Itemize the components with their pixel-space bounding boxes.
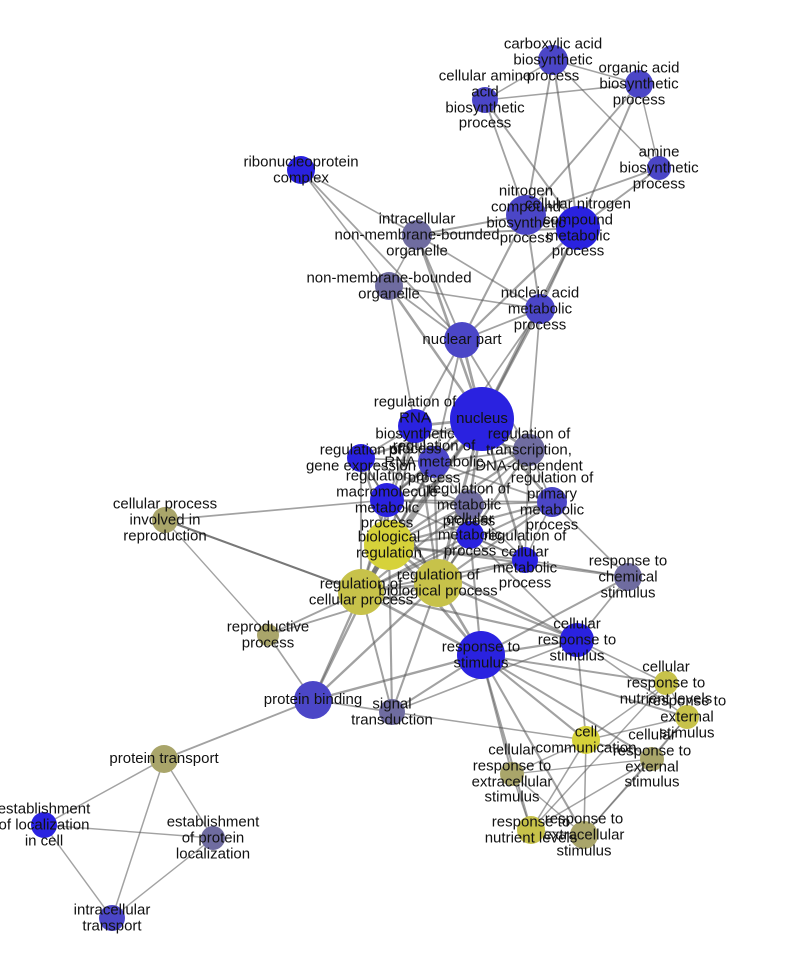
- edge-nucleic_acid_metabolic_process-regulation_of_transcription_dna_dependent: [529, 309, 540, 450]
- go-term-node-response_to_nutrient_levels[interactable]: [517, 816, 545, 844]
- go-term-node-regulation_of_primary_metabolic_process[interactable]: [537, 487, 567, 517]
- go-term-node-organic_acid_biosynthetic_process[interactable]: [625, 70, 653, 98]
- go-term-node-cellular_response_to_nutrient_levels[interactable]: [654, 671, 678, 695]
- go-term-node-biological_regulation[interactable]: [364, 520, 414, 570]
- go-term-node-regulation_of_metabolic_process[interactable]: [454, 490, 484, 520]
- edge-cellular_process_involved_in_reproduction-reproductive_process: [165, 520, 268, 635]
- go-term-node-protein_transport[interactable]: [150, 745, 178, 773]
- go-term-node-cellular_amino_acid_biosynthetic_process[interactable]: [472, 87, 498, 113]
- go-term-node-cellular_metabolic_process[interactable]: [456, 521, 484, 549]
- go-term-node-nucleus[interactable]: [450, 387, 514, 451]
- go-term-node-signal_transduction[interactable]: [379, 699, 405, 725]
- go-term-node-protein_binding[interactable]: [294, 681, 332, 719]
- edge-cellular_nitrogen_compound_metabolic_process-nuclear_part: [462, 228, 578, 340]
- go-term-node-carboxylic_acid_biosynthetic_process[interactable]: [538, 45, 568, 75]
- go-term-node-regulation_of_rna_metabolic_process[interactable]: [418, 446, 450, 478]
- edge-cell_communication-response_to_nutrient_levels: [531, 740, 586, 830]
- go-term-node-regulation_of_cellular_metabolic_process[interactable]: [512, 547, 538, 573]
- go-term-node-regulation_of_transcription_dna_dependent[interactable]: [513, 434, 545, 466]
- go-term-node-intracellular_non_membrane_bounded_organelle[interactable]: [402, 220, 432, 250]
- edge-intracellular_non_membrane_bounded_organelle-nucleic_acid_metabolic_process: [417, 235, 540, 309]
- go-term-node-ribonucleoprotein_complex[interactable]: [287, 156, 315, 184]
- go-term-node-regulation_of_gene_expression[interactable]: [347, 444, 375, 472]
- go-term-node-response_to_chemical_stimulus[interactable]: [614, 563, 642, 591]
- go-term-node-regulation_of_cellular_process[interactable]: [338, 569, 384, 615]
- edge-ribonucleoprotein_complex-intracellular_non_membrane_bounded_organelle: [301, 170, 417, 235]
- go-term-node-cellular_response_to_extracellular_stimulus[interactable]: [500, 762, 524, 786]
- go-term-node-nucleic_acid_metabolic_process[interactable]: [525, 294, 555, 324]
- edge-carboxylic_acid_biosynthetic_process-nitrogen_compound_biosynthetic_process: [526, 60, 553, 215]
- edge-regulation_of_macromolecule_metabolic_process-cellular_process_involved_in_reproduction: [165, 500, 387, 520]
- edge-regulation_of_transcription_dna_dependent-regulation_of_cellular_metabolic_process: [525, 450, 529, 560]
- go-term-node-nuclear_part[interactable]: [444, 322, 480, 358]
- go-term-node-response_to_external_stimulus[interactable]: [675, 705, 699, 729]
- network-graph-stage: carboxylic acid biosynthetic process orga…: [0, 0, 786, 971]
- edge-establishment_of_protein_localization-intracellular_transport: [112, 838, 213, 918]
- go-term-node-non_membrane_bounded_organelle[interactable]: [375, 272, 403, 300]
- edge-nitrogen_compound_biosynthetic_process-nuclear_part: [462, 215, 526, 340]
- edge-non_membrane_bounded_organelle-nucleic_acid_metabolic_process: [389, 286, 540, 309]
- go-term-node-cellular_response_to_external_stimulus[interactable]: [640, 747, 664, 771]
- go-term-node-establishment_of_localization_in_cell[interactable]: [31, 812, 57, 838]
- go-term-node-cellular_response_to_stimulus[interactable]: [560, 623, 594, 657]
- go-term-node-reproductive_process[interactable]: [257, 624, 279, 646]
- go-term-node-amine_biosynthetic_process[interactable]: [647, 156, 671, 180]
- edge-protein_binding-protein_transport: [164, 700, 313, 759]
- go-term-node-regulation_of_rna_biosynthetic_process[interactable]: [398, 409, 432, 443]
- go-term-node-nitrogen_compound_biosynthetic_process[interactable]: [506, 195, 546, 235]
- go-term-node-intracellular_transport[interactable]: [99, 905, 125, 931]
- go-term-node-cellular_process_involved_in_reproduction[interactable]: [152, 507, 178, 533]
- go-term-node-regulation_of_biological_process[interactable]: [414, 559, 462, 607]
- edge-ribonucleoprotein_complex-nuclear_part: [301, 170, 462, 340]
- edge-establishment_of_localization_in_cell-establishment_of_protein_localization: [44, 825, 213, 838]
- edge-cellular_response_to_external_stimulus-response_to_extracellular_stimulus: [584, 759, 652, 835]
- edge-ribonucleoprotein_complex-non_membrane_bounded_organelle: [301, 170, 389, 286]
- go-term-node-regulation_of_macromolecule_metabolic_process[interactable]: [370, 483, 404, 517]
- go-term-node-response_to_stimulus[interactable]: [457, 631, 505, 679]
- go-term-node-cellular_nitrogen_compound_metabolic_process[interactable]: [556, 206, 600, 250]
- edge-regulation_of_cellular_process-cellular_process_involved_in_reproduction: [165, 520, 361, 592]
- edge-establishment_of_localization_in_cell-intracellular_transport: [44, 825, 112, 918]
- go-term-node-establishment_of_protein_localization[interactable]: [201, 826, 225, 850]
- go-term-node-response_to_extracellular_stimulus[interactable]: [570, 821, 598, 849]
- edge-carboxylic_acid_biosynthetic_process-cellular_nitrogen_compound_metabolic_process: [553, 60, 578, 228]
- go-term-node-cell_communication[interactable]: [572, 726, 600, 754]
- edge-non_membrane_bounded_organelle-regulation_of_rna_biosynthetic_process: [389, 286, 415, 426]
